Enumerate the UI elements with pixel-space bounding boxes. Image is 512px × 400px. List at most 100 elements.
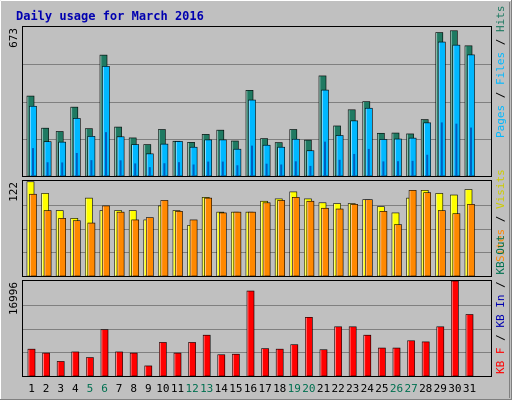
pages-bar (221, 161, 224, 176)
sites-bar (291, 197, 300, 277)
sites-bar (277, 200, 286, 277)
sites-bar (146, 217, 154, 277)
kbytes-bar (319, 349, 328, 377)
sites-bar-fill (58, 218, 67, 277)
hits-panel-legend: Pages / Files / Hits (494, 6, 507, 139)
kbytes-bar-fill (407, 340, 415, 377)
sites-bar-fill (102, 205, 110, 277)
kbytes-bar (86, 357, 94, 377)
pages-bar (134, 163, 137, 176)
kbytes-bar (465, 314, 474, 377)
pages-bar (382, 161, 385, 176)
kbytes-bar (129, 352, 138, 377)
day-label: 11 (171, 382, 184, 395)
pages-bar (280, 164, 283, 176)
hits-ymax-label: 673 (7, 28, 20, 48)
pages-bar (236, 165, 239, 176)
kbytes-bar-fill (421, 341, 430, 377)
legend-sep: / (494, 328, 507, 348)
kbytes-bar (173, 352, 182, 377)
sites-bar (262, 202, 271, 277)
kbytes-bar-fill (202, 334, 211, 377)
kbytes-bar (188, 342, 196, 377)
sites-bar (306, 200, 315, 277)
day-label: 4 (72, 382, 79, 395)
kbytes-bar (232, 353, 240, 377)
sites-bar (189, 219, 198, 277)
sites-bar (116, 211, 125, 277)
legend-sep: / (494, 275, 507, 295)
sites-bar-fill (452, 213, 461, 277)
pages-bar (163, 163, 166, 176)
sites-bar-fill (73, 220, 81, 277)
day-label: 10 (156, 382, 169, 395)
day-label: 13 (200, 382, 213, 395)
kbytes-bar-fill (27, 348, 36, 377)
day-label: 9 (145, 382, 152, 395)
legend-kb-out: KB Out (494, 235, 507, 275)
day-label: 20 (302, 382, 315, 395)
day-axis-labels: 1 2 3 4 5 6 7 8 9 10 11 12 13 14 15 16 17 18 19 20 21 22 23 24 2… (28, 382, 476, 395)
kbytes-bar-fill (159, 342, 167, 377)
kbytes-bar (392, 347, 401, 377)
legend-hits: Hits (494, 6, 507, 33)
visits-panel-legend: Sites / Visits (494, 169, 507, 262)
day-label: 25 (375, 382, 388, 395)
pages-bar (367, 148, 370, 176)
sites-bar-fill (116, 211, 125, 277)
day-label: 18 (273, 382, 286, 395)
sites-bar-fill (306, 200, 315, 277)
sites-bar (248, 211, 256, 277)
sites-bar-fill (335, 208, 344, 277)
pages-bar (455, 123, 458, 176)
day-label: 26 (390, 382, 403, 395)
sites-bar-fill (204, 197, 212, 277)
visits-sites-bars (26, 181, 475, 277)
pages-bar (61, 162, 64, 176)
kbytes-panel-legend: KB F / KB In / KB Out (494, 235, 507, 374)
sites-bar (350, 204, 359, 277)
kbytes-bar (436, 326, 445, 377)
kbytes-bar (363, 334, 372, 377)
pages-bar (119, 160, 122, 176)
pages-bar (90, 160, 93, 176)
legend-visits: Visits (494, 169, 507, 209)
kbytes-bar (27, 348, 36, 377)
kbytes-bar (305, 317, 313, 377)
day-label: 19 (288, 382, 301, 395)
hits-files-bars (26, 30, 475, 177)
kbytes-bar-fill (334, 326, 342, 377)
sites-bar-fill (219, 212, 227, 277)
pages-bar (265, 163, 268, 176)
sites-bar-fill (291, 197, 300, 277)
kbytes-bar-fill (86, 357, 94, 377)
kbytes-bar (348, 326, 357, 377)
legend-sep: / (494, 209, 507, 229)
kbytes-bar-fill (42, 352, 50, 377)
sites-bar-fill (321, 207, 329, 277)
day-label: 29 (434, 382, 447, 395)
legend-kb-in: KB In (494, 295, 507, 328)
kbytes-bar (144, 365, 153, 377)
kbytes-bar (421, 341, 430, 377)
sites-bar (43, 210, 52, 277)
kbytes-bar (42, 352, 50, 377)
legend-sep: / (494, 32, 507, 52)
kbytes-bar (217, 354, 226, 377)
pages-bar (207, 161, 210, 176)
sites-bar-fill (43, 210, 52, 277)
day-label: 21 (317, 382, 330, 395)
sites-bar (204, 197, 212, 277)
kbytes-ymax-label: 16996 (7, 282, 20, 315)
kbytes-bar (202, 334, 211, 377)
sites-bar (73, 220, 81, 277)
day-label: 12 (185, 382, 198, 395)
sites-bar-fill (394, 224, 402, 277)
legend-kb-f: KB F (494, 348, 507, 375)
day-label: 27 (404, 382, 417, 395)
pages-bar (294, 161, 297, 176)
kbytes-bar-fill (188, 342, 196, 377)
sites-bar (452, 213, 461, 277)
sites-bar (175, 211, 183, 277)
